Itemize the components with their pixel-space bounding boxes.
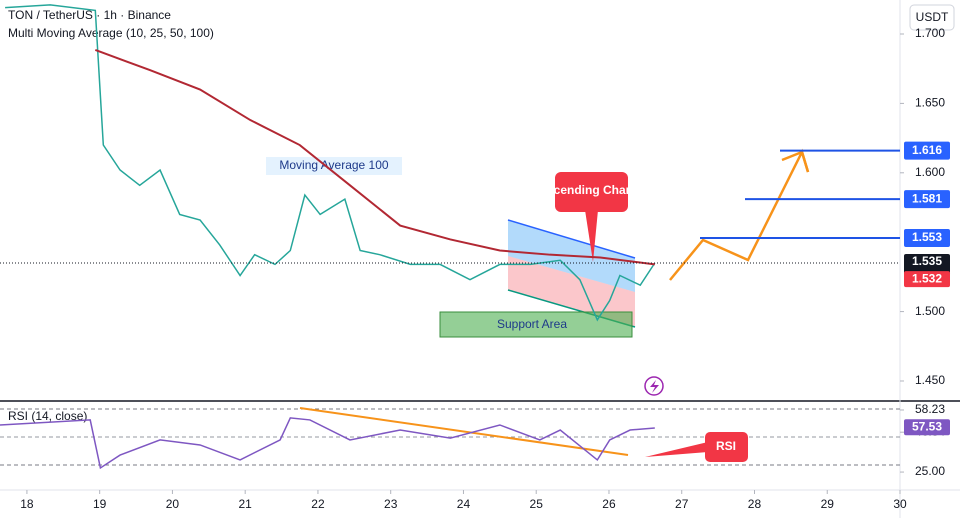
level-tag bbox=[904, 141, 950, 160]
price-tag bbox=[904, 271, 950, 288]
channel-line bbox=[507, 219, 636, 259]
y-tick-label: 1.650 bbox=[915, 96, 945, 110]
projection-arrow bbox=[781, 150, 810, 173]
x-tick-label: 20 bbox=[166, 497, 180, 511]
x-tick-label: 21 bbox=[239, 497, 253, 511]
rsi-current: 57.53 bbox=[912, 419, 942, 433]
x-tick-label: 22 bbox=[311, 497, 325, 511]
level-label: 1.616 bbox=[912, 143, 942, 157]
level-tag bbox=[904, 229, 950, 248]
x-tick-label: 23 bbox=[384, 497, 398, 511]
series-line bbox=[94, 49, 655, 266]
x-tick-label: 18 bbox=[20, 497, 34, 511]
series-line bbox=[0, 417, 655, 470]
rsi-title: RSI (14, close) bbox=[8, 409, 87, 423]
series-line bbox=[5, 4, 656, 322]
currency-button[interactable] bbox=[909, 4, 955, 31]
y-tick-label: 58.23 bbox=[915, 402, 945, 416]
annotation: Support Area bbox=[497, 317, 567, 331]
x-tick-label: 25 bbox=[530, 497, 544, 511]
y-tick-label: 1.500 bbox=[915, 304, 945, 318]
x-tick-label: 19 bbox=[93, 497, 107, 511]
level-tag bbox=[904, 190, 950, 209]
callout-box bbox=[705, 432, 748, 462]
x-tick-label: 24 bbox=[457, 497, 471, 511]
annotation: Descending Channel bbox=[532, 183, 651, 197]
currency[interactable]: USDT bbox=[916, 10, 949, 24]
y-tick-label: 1.700 bbox=[915, 26, 945, 40]
annotation: Moving Average 100 bbox=[279, 158, 389, 172]
level-label: 1.553 bbox=[912, 230, 942, 244]
x-tick-label: 26 bbox=[602, 497, 616, 511]
annotation: RSI bbox=[716, 439, 736, 453]
callout-pointer bbox=[645, 442, 708, 457]
indicator-title: Multi Moving Average (10, 25, 50, 100) bbox=[8, 26, 214, 40]
chart-title: TON / TetherUS · 1h · Binance bbox=[8, 8, 171, 22]
last-price: 1.535 bbox=[912, 254, 942, 268]
x-tick-label: 30 bbox=[893, 497, 907, 511]
x-tick-label: 29 bbox=[821, 497, 835, 511]
label-bg bbox=[266, 157, 402, 175]
alert-icon bbox=[644, 376, 664, 396]
callout-box bbox=[555, 172, 628, 212]
y-tick-label: 25.00 bbox=[915, 464, 945, 478]
callout-pointer bbox=[585, 210, 598, 262]
level-label: 1.581 bbox=[912, 191, 942, 205]
close-marker: 1.532 bbox=[912, 271, 942, 285]
y-tick-label: 1.600 bbox=[915, 165, 945, 179]
rsi-tag bbox=[904, 419, 950, 436]
x-tick-label: 27 bbox=[675, 497, 689, 511]
y-tick-label: 1.450 bbox=[915, 373, 945, 387]
x-tick-label: 28 bbox=[748, 497, 762, 511]
alert-icon bbox=[650, 380, 659, 393]
rsi-trendline bbox=[299, 407, 629, 456]
